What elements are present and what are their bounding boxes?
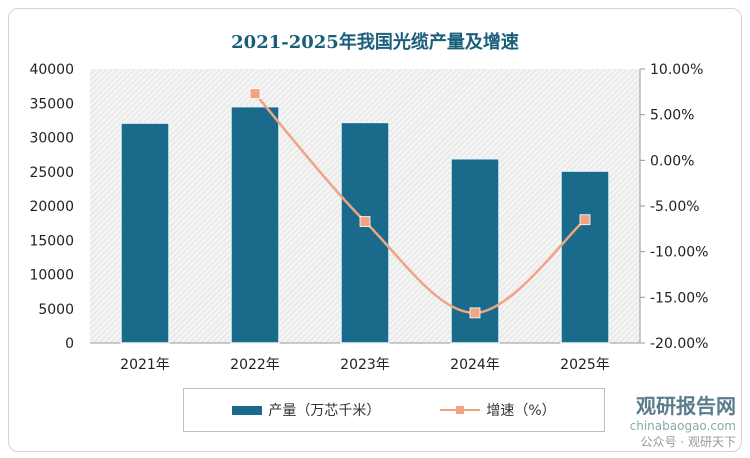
chart-frame xyxy=(8,8,742,452)
legend-item-production: 产量（万芯千米） xyxy=(232,400,380,420)
right-tick-label: -10.00% xyxy=(650,245,708,261)
right-tick-label: -5.00% xyxy=(650,199,700,215)
bar xyxy=(560,170,610,344)
growth-marker xyxy=(359,216,371,227)
left-tick-label: 40000 xyxy=(29,62,74,78)
bar xyxy=(230,105,280,344)
right-tick-label: -15.00% xyxy=(650,290,708,306)
left-tick-label: 15000 xyxy=(29,233,74,249)
x-tick-label: 2025年 xyxy=(560,357,610,373)
legend-label: 增速（%） xyxy=(486,403,556,419)
growth-line xyxy=(254,92,586,315)
growth-marker xyxy=(469,307,481,319)
x-tick-label: 2024年 xyxy=(450,357,500,373)
right-tick-label: 0.00% xyxy=(650,153,694,169)
watermark-brand: 观研报告网 xyxy=(636,394,736,418)
x-tick-label: 2021年 xyxy=(120,357,170,373)
left-tick-label: 0 xyxy=(65,336,74,352)
left-tick-label: 20000 xyxy=(29,199,74,215)
bar xyxy=(340,121,390,344)
watermark-account: 公众号 · 观研天下 xyxy=(640,435,736,449)
left-tick-label: 25000 xyxy=(29,165,74,181)
legend-label: 产量（万芯千米） xyxy=(268,403,381,419)
right-tick-label: 5.00% xyxy=(650,108,694,124)
x-tick-label: 2023年 xyxy=(340,357,390,373)
left-tick-label: 35000 xyxy=(29,96,74,112)
growth-marker xyxy=(579,214,591,226)
bar xyxy=(120,122,170,344)
watermark-site: chinabaogao.com xyxy=(629,419,736,433)
right-tick-label: 10.00% xyxy=(650,62,703,78)
x-tick-label: 2022年 xyxy=(230,357,280,373)
line-marker-swatch-icon xyxy=(440,406,481,414)
left-tick-label: 10000 xyxy=(29,268,74,284)
legend-item-growth: 增速（%） xyxy=(440,400,556,420)
legend: 产量（万芯千米） 增速（%） xyxy=(183,388,605,432)
chart-title: 2021-2025年我国光缆产量及增速 xyxy=(231,32,519,53)
right-tick-label: -20.00% xyxy=(650,336,708,352)
left-tick-label: 30000 xyxy=(29,131,74,147)
growth-marker xyxy=(249,88,261,100)
watermark: 观研报告网 chinabaogao.com 公众号 · 观研天下 xyxy=(630,390,736,450)
left-tick-label: 5000 xyxy=(38,302,74,318)
bar-swatch-icon xyxy=(232,405,263,415)
